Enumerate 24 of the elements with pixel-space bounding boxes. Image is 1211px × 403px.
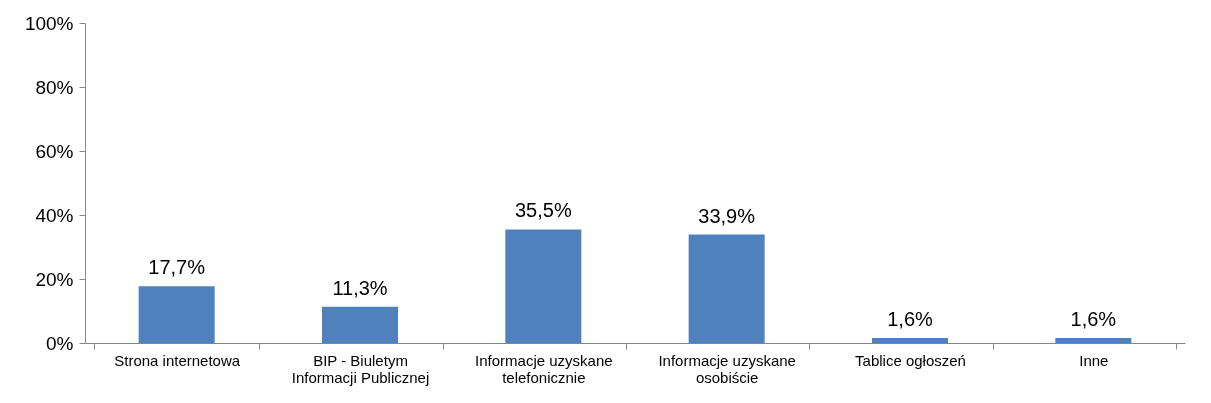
- y-tick-label: 80%: [35, 76, 74, 98]
- data-label: 11,3%: [332, 276, 388, 299]
- data-label: 1,6%: [887, 307, 934, 330]
- y-tick-label: 0%: [46, 332, 74, 354]
- y-tick-label: 60%: [35, 140, 74, 162]
- y-tick-label: 20%: [35, 268, 74, 290]
- x-tick-label: Informacje uzyskane telefonicznie: [475, 351, 613, 386]
- bar: [872, 337, 948, 343]
- bar: [688, 234, 765, 343]
- data-label: 33,9%: [698, 204, 756, 227]
- x-tick-label: Tablice ogłoszeń: [855, 351, 966, 369]
- x-tick-label: BIP - Biuletym Informacji Publicznej: [291, 351, 430, 386]
- bar: [138, 286, 215, 343]
- data-label: 1,6%: [1070, 307, 1117, 330]
- y-tick-label: 40%: [35, 204, 74, 226]
- x-tick-label: Informacje uzyskane osobiście: [658, 351, 796, 386]
- bar: [322, 306, 398, 343]
- bar: [1055, 337, 1132, 343]
- data-label: 35,5%: [514, 199, 572, 222]
- bar: [505, 229, 582, 343]
- y-tick-label: 100%: [24, 12, 74, 34]
- data-label: 17,7%: [148, 256, 206, 279]
- x-tick-label: Inne: [1079, 351, 1109, 369]
- x-tick-label: Strona internetowa: [114, 351, 241, 369]
